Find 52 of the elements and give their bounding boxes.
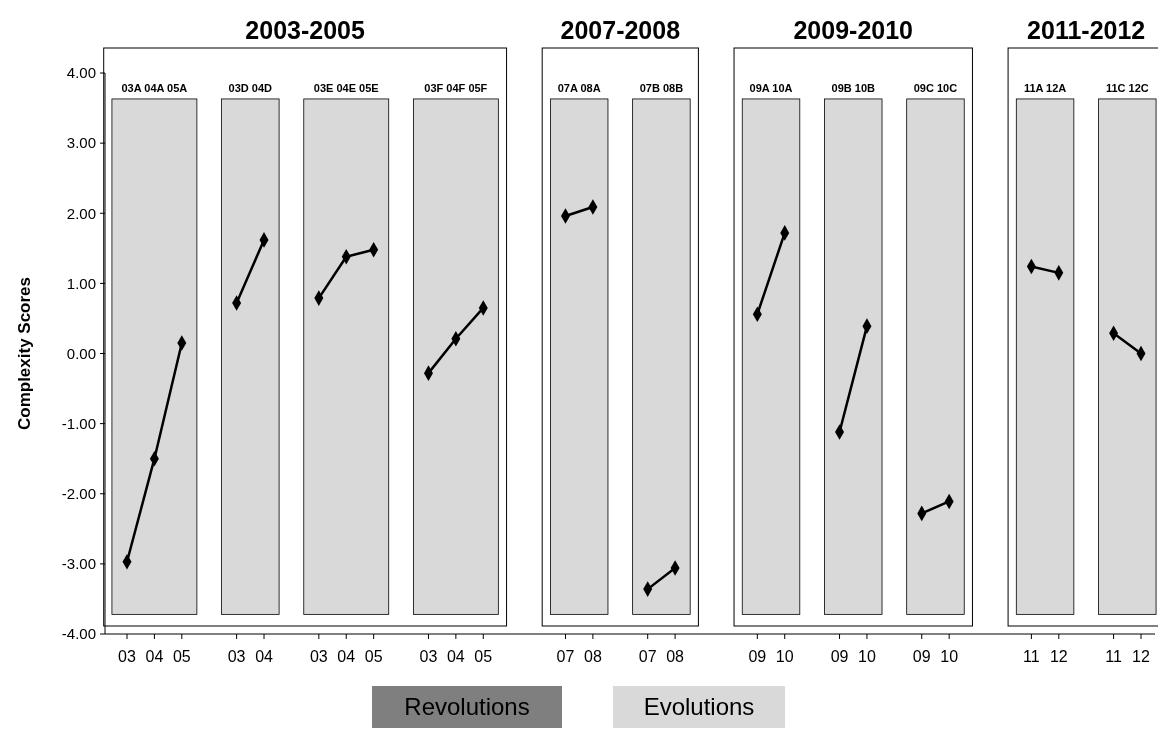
x-tick-label: 03 xyxy=(118,648,136,665)
annotation: 11A 12A xyxy=(1023,81,1067,94)
x-tick-label: 07 xyxy=(638,648,657,665)
annotation: 07B 08B xyxy=(639,81,684,94)
y-tick-label: 4.00 xyxy=(66,64,96,82)
x-tick-label: 09 xyxy=(748,648,767,665)
x-tick-label: 04 xyxy=(446,648,465,665)
y-axis-title: Complexity Scores xyxy=(15,276,34,431)
text: Evolutions xyxy=(643,693,755,720)
x-tick-label: 10 xyxy=(858,648,876,665)
y-tick-label: 3.00 xyxy=(66,134,96,152)
x-tick-label: 12 xyxy=(1049,648,1068,665)
text: 2011-2012 xyxy=(1027,16,1146,44)
annotation: 09B 10B xyxy=(831,81,875,94)
x-tick-label: 11 xyxy=(1023,648,1040,665)
x-tick-label: 04 xyxy=(337,648,356,665)
x-tick-label: 04 xyxy=(255,648,274,665)
annotation: 03F 04F 05F xyxy=(424,81,488,94)
y-tick-label: 1.00 xyxy=(66,274,96,292)
annotation: 03A 04A 05A xyxy=(121,81,188,94)
x-tick-label: 04 xyxy=(145,648,164,665)
x-tick-label: 09 xyxy=(830,648,849,665)
y-tick-label: -4.00 xyxy=(61,625,96,643)
x-tick-label: 08 xyxy=(666,648,685,665)
x-tick-label: 10 xyxy=(775,648,794,665)
x-tick-label: 12 xyxy=(1132,648,1150,665)
text: Revolutions xyxy=(404,693,530,720)
text: 2009-2010 xyxy=(793,16,914,44)
x-tick-label: 03 xyxy=(419,648,438,665)
x-tick-label: 09 xyxy=(912,648,931,665)
x-tick-label: 03 xyxy=(227,648,246,665)
text: 2007-2008 xyxy=(560,16,681,44)
annotation: 03D 04D xyxy=(228,81,273,94)
x-tick-label: 07 xyxy=(556,648,575,665)
annotation: 11C 12C xyxy=(1105,81,1149,94)
annotation: 07A 08A xyxy=(557,81,601,94)
x-tick-label: 05 xyxy=(364,648,383,665)
x-tick-label: 03 xyxy=(309,648,328,665)
x-tick-label: 05 xyxy=(474,648,493,665)
y-tick-label: -2.00 xyxy=(61,485,96,502)
x-tick-label: 05 xyxy=(172,648,191,665)
annotation: 09C 10C xyxy=(913,81,958,94)
y-tick-label: 0.00 xyxy=(66,344,96,362)
annotation: 09A 10A xyxy=(749,81,793,94)
text: 2003-2005 xyxy=(245,16,366,44)
y-tick-label: -3.00 xyxy=(61,555,96,573)
y-tick-label: -1.00 xyxy=(61,414,96,432)
y-tick-label: 2.00 xyxy=(66,204,96,222)
x-tick-label: 10 xyxy=(940,648,959,665)
x-tick-label: 08 xyxy=(583,648,602,665)
x-tick-label: 11 xyxy=(1105,648,1122,665)
annotation: 03E 04E 05E xyxy=(313,81,379,94)
